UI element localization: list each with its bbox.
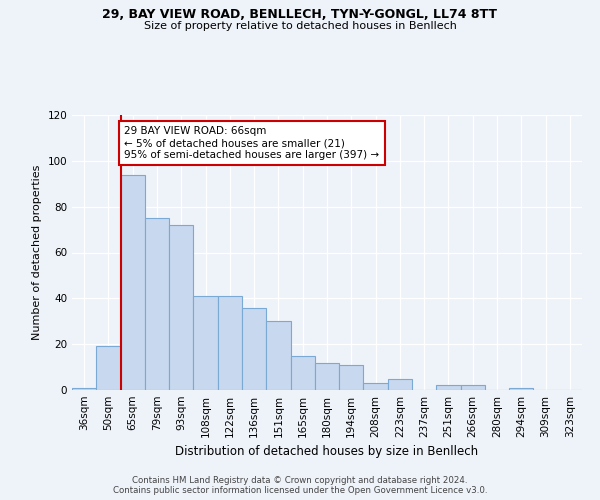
Bar <box>315 362 339 390</box>
Bar <box>388 378 412 390</box>
Text: Contains HM Land Registry data © Crown copyright and database right 2024.
Contai: Contains HM Land Registry data © Crown c… <box>113 476 487 495</box>
Bar <box>509 388 533 390</box>
Bar <box>72 388 96 390</box>
Bar <box>121 174 145 390</box>
Text: Size of property relative to detached houses in Benllech: Size of property relative to detached ho… <box>143 21 457 31</box>
Bar <box>290 356 315 390</box>
Bar <box>193 296 218 390</box>
Bar <box>218 296 242 390</box>
Bar <box>266 322 290 390</box>
Bar <box>145 218 169 390</box>
Bar <box>339 365 364 390</box>
Bar <box>96 346 121 390</box>
Text: 29, BAY VIEW ROAD, BENLLECH, TYN-Y-GONGL, LL74 8TT: 29, BAY VIEW ROAD, BENLLECH, TYN-Y-GONGL… <box>103 8 497 20</box>
Bar <box>364 383 388 390</box>
Bar <box>242 308 266 390</box>
Y-axis label: Number of detached properties: Number of detached properties <box>32 165 42 340</box>
Bar <box>436 386 461 390</box>
Text: 29 BAY VIEW ROAD: 66sqm
← 5% of detached houses are smaller (21)
95% of semi-det: 29 BAY VIEW ROAD: 66sqm ← 5% of detached… <box>124 126 379 160</box>
X-axis label: Distribution of detached houses by size in Benllech: Distribution of detached houses by size … <box>175 446 479 458</box>
Bar <box>461 386 485 390</box>
Bar <box>169 225 193 390</box>
